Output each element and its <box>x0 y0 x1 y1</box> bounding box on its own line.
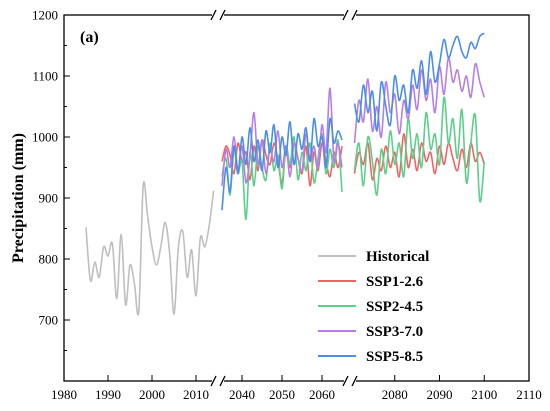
axis-break-mark <box>210 9 217 21</box>
series-lines <box>85 32 486 316</box>
series-line <box>221 87 343 186</box>
x-tick-label: 2040 <box>229 387 255 402</box>
axis-break-mark <box>351 9 358 21</box>
axis-break-mark <box>351 375 358 387</box>
series-line <box>353 32 485 132</box>
y-tick-label: 700 <box>39 313 59 328</box>
x-tick-label: 2060 <box>309 387 335 402</box>
plot-frame <box>63 14 530 382</box>
legend-label: SSP5-8.5 <box>366 349 423 365</box>
x-tick-label: 2110 <box>516 387 542 402</box>
y-axis-title: Precipitation (mm) <box>10 133 27 263</box>
x-tick-label: 1980 <box>51 387 77 402</box>
x-tick-label: 2080 <box>382 387 408 402</box>
legend-label: Historical <box>366 249 429 265</box>
axis-breaks <box>210 9 358 387</box>
y-tick-label: 900 <box>39 191 59 206</box>
x-tick-label: 2090 <box>427 387 453 402</box>
x-tick-label: 2050 <box>269 387 295 402</box>
axis-break-mark <box>219 9 226 21</box>
x-tick-label: 2000 <box>139 387 165 402</box>
series-line <box>221 117 343 211</box>
y-tick-label: 1000 <box>32 130 58 145</box>
legend-label: SSP2-4.5 <box>366 299 423 315</box>
axis-break-mark <box>342 9 349 21</box>
y-tick-label: 1100 <box>32 69 58 84</box>
series-line <box>221 133 343 221</box>
axis-break-gap <box>344 377 356 385</box>
series-line <box>85 181 215 316</box>
y-tick-label: 800 <box>39 252 59 267</box>
series-line <box>353 56 486 144</box>
axis-break-gap <box>212 377 224 385</box>
axis-break-mark <box>210 375 217 387</box>
axis-break-gap <box>212 11 224 19</box>
legend-label: SSP1-2.6 <box>366 274 424 290</box>
axis-break-gap <box>344 11 356 19</box>
x-tick-label: 2010 <box>183 387 209 402</box>
axis-break-mark <box>219 375 226 387</box>
series-line <box>353 96 486 203</box>
legend: Historical SSP1-2.6 SSP2-4.5 SSP3-7.0 SSP5-8… <box>318 249 429 365</box>
y-axis: 700 800 900 1000 1100 1200 <box>32 8 70 351</box>
x-axis: 1980 1990 2000 2010 2040 2050 2060 2080 2090 2100… <box>51 375 542 402</box>
panel-label: (a) <box>80 29 99 46</box>
x-tick-label: 2100 <box>471 387 497 402</box>
x-tick-label: 1990 <box>95 387 121 402</box>
y-tick-label: 1200 <box>32 8 58 23</box>
legend-label: SSP3-7.0 <box>366 324 423 340</box>
axis-break-mark <box>342 375 349 387</box>
